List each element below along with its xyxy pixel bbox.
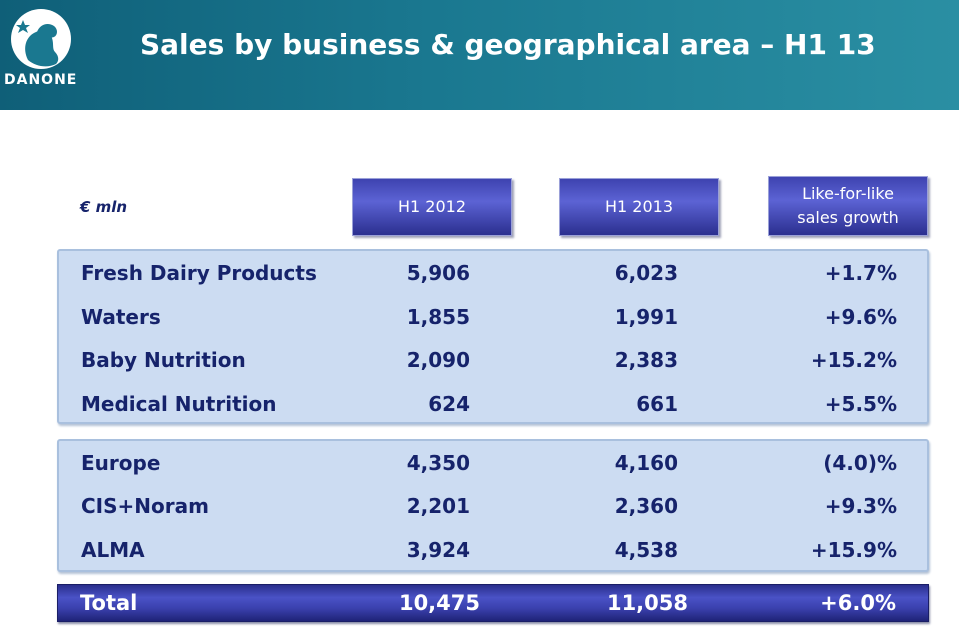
column-header-lfl-growth: Like-for-like sales growth [768, 176, 928, 236]
row-label: Europe [81, 451, 161, 475]
total-row: Total 10,475 11,058 +6.0% [58, 591, 930, 621]
brand-name: DANONE [4, 72, 78, 88]
value-h1-2012: 1,855 [406, 305, 470, 329]
value-h1-2013: 6,023 [614, 261, 678, 285]
value-growth: (4.0)% [823, 451, 897, 475]
row-label: Medical Nutrition [81, 392, 277, 416]
geography-panel: Europe 4,350 4,160 (4.0)% CIS+Noram 2,20… [57, 439, 929, 572]
value-h1-2013: 661 [636, 392, 678, 416]
danone-logo-icon [11, 9, 71, 69]
header-banner: DANONE Sales by business & geographical … [0, 0, 959, 110]
value-h1-2012: 4,350 [406, 451, 470, 475]
row-label: Baby Nutrition [81, 348, 246, 372]
row-label: Fresh Dairy Products [81, 261, 317, 285]
table-row: CIS+Noram 2,201 2,360 +9.3% [59, 494, 931, 524]
column-header-h1-2012: H1 2012 [352, 178, 512, 236]
total-bar: Total 10,475 11,058 +6.0% [57, 584, 929, 622]
row-label: CIS+Noram [81, 494, 209, 518]
column-header-lfl-line1: Like-for-like [802, 184, 894, 203]
row-label: ALMA [81, 538, 145, 562]
value-h1-2013: 2,383 [614, 348, 678, 372]
value-growth: +15.9% [810, 538, 897, 562]
value-growth: +9.6% [824, 305, 897, 329]
value-h1-2013: 1,991 [614, 305, 678, 329]
value-h1-2012: 2,201 [406, 494, 470, 518]
table-row: Europe 4,350 4,160 (4.0)% [59, 451, 931, 481]
total-h1-2013: 11,058 [606, 591, 688, 615]
column-header-h1-2013: H1 2013 [559, 178, 719, 236]
value-h1-2013: 4,160 [614, 451, 678, 475]
row-label: Waters [81, 305, 161, 329]
column-header-lfl-line2: sales growth [797, 208, 899, 227]
table-row: Medical Nutrition 624 661 +5.5% [59, 392, 931, 422]
value-growth: +9.3% [824, 494, 897, 518]
table-row: Baby Nutrition 2,090 2,383 +15.2% [59, 348, 931, 378]
value-growth: +5.5% [824, 392, 897, 416]
table-row: Waters 1,855 1,991 +9.6% [59, 305, 931, 335]
total-label: Total [80, 591, 138, 615]
table-row: ALMA 3,924 4,538 +15.9% [59, 538, 931, 568]
total-growth: +6.0% [820, 591, 896, 615]
value-h1-2012: 2,090 [406, 348, 470, 372]
value-h1-2013: 2,360 [614, 494, 678, 518]
value-growth: +15.2% [810, 348, 897, 372]
value-h1-2012: 5,906 [406, 261, 470, 285]
value-h1-2013: 4,538 [614, 538, 678, 562]
total-h1-2012: 10,475 [398, 591, 480, 615]
value-growth: +1.7% [824, 261, 897, 285]
value-h1-2012: 3,924 [406, 538, 470, 562]
page-title: Sales by business & geographical area – … [140, 28, 876, 61]
value-h1-2012: 624 [428, 392, 470, 416]
table-row: Fresh Dairy Products 5,906 6,023 +1.7% [59, 261, 931, 291]
business-panel: Fresh Dairy Products 5,906 6,023 +1.7% W… [57, 249, 929, 424]
unit-label: € mln [80, 198, 128, 216]
